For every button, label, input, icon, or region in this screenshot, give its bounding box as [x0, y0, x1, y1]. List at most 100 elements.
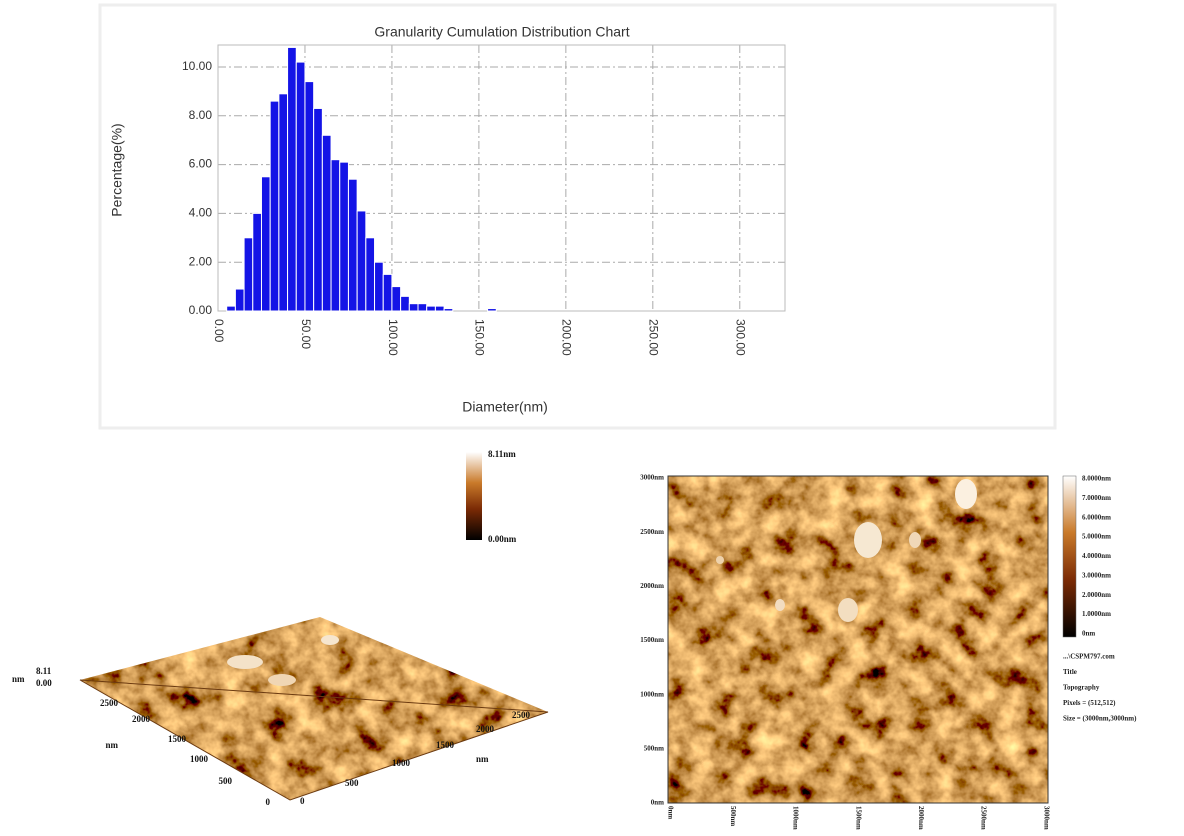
bar: [260, 176, 271, 312]
colorbar-label: 3.0000nm: [1082, 571, 1111, 579]
y-tick-label: 8.00: [189, 108, 213, 122]
colorbar-label: 5.0000nm: [1082, 533, 1111, 541]
afm-2d-image: [668, 476, 1048, 803]
afm-3d-surface: [80, 617, 548, 800]
colorbar-3d: [466, 452, 482, 540]
y-tick-label: 1500nm: [640, 636, 664, 644]
z-tick-label: 8.11: [36, 666, 52, 676]
bar: [391, 286, 402, 312]
surface-edge: [79, 679, 549, 801]
z-tick-label: 0.00: [36, 678, 52, 688]
x-tick-label: 3000nm: [1042, 806, 1050, 830]
info-text: Title: [1063, 668, 1077, 676]
bar: [400, 295, 410, 312]
colorbar-label: 7.0000nm: [1082, 494, 1111, 502]
bar: [347, 178, 358, 312]
bar: [330, 159, 341, 312]
info-text: ...\CSPM797.com: [1063, 653, 1115, 661]
colorbar-label: 4.0000nm: [1082, 552, 1111, 560]
bar: [443, 308, 454, 312]
x-axis-label: Diameter(nm): [462, 399, 548, 415]
x-tick-label: 100.00: [386, 319, 400, 356]
colorbar-2d: [1062, 475, 1077, 638]
y-tick-label: 0nm: [651, 799, 664, 807]
y-tick-label: 500nm: [644, 744, 664, 752]
colorbar-label: 8.11nm: [488, 449, 516, 459]
y-tick-label: 0.00: [189, 303, 213, 317]
axis-tick-label: 500: [219, 776, 233, 786]
axis-tick-label: 1500: [168, 734, 187, 744]
x-tick-label: 2500nm: [980, 806, 988, 830]
bar: [426, 305, 436, 312]
colorbar-label: 2.0000nm: [1082, 591, 1111, 599]
y-tick-label: 2500nm: [640, 528, 664, 536]
bar: [234, 288, 245, 312]
x-tick-label: 300.00: [734, 319, 748, 356]
x-tick-label: 150.00: [473, 319, 487, 356]
bar: [243, 237, 254, 312]
y-tick-label: 2000nm: [640, 582, 664, 590]
x-tick-label: 1500nm: [854, 806, 862, 830]
z-unit: nm: [12, 674, 25, 684]
axis-tick-label: 0: [300, 796, 305, 806]
chart-frame: [98, 3, 1057, 430]
x-tick-label: 50.00: [299, 319, 313, 349]
axis-unit: nm: [105, 740, 118, 750]
x-tick-label: 0.00: [212, 319, 226, 343]
bar: [417, 303, 428, 312]
y-axis-label: Percentage(%): [109, 123, 125, 216]
x-tick-label: 500nm: [729, 806, 737, 826]
colorbar-label: 0.00nm: [488, 534, 517, 544]
axis-tick-label: 1000: [392, 758, 411, 768]
x-tick-label: 2000nm: [917, 806, 925, 830]
y-tick-label: 2.00: [189, 254, 213, 268]
bar: [226, 305, 236, 312]
x-tick-label: 200.00: [560, 319, 574, 356]
axis-unit: nm: [476, 754, 489, 764]
y-tick-label: 1000nm: [640, 690, 664, 698]
bar: [374, 261, 384, 312]
axis-tick-label: 0: [266, 797, 271, 807]
info-text: Topography: [1063, 684, 1100, 692]
axis-tick-label: 1000: [190, 754, 209, 764]
x-tick-label: 250.00: [647, 319, 661, 356]
image-border: [667, 475, 1049, 804]
axis-tick-label: 2500: [100, 698, 119, 708]
plot-area: [217, 44, 786, 312]
axis-tick-label: 500: [345, 778, 359, 788]
info-text: Pixels = (512,512): [1063, 699, 1116, 707]
bar: [408, 303, 419, 312]
y-tick-label: 10.00: [182, 59, 212, 73]
bar: [252, 212, 262, 312]
colorbar-label: 0nm: [1082, 630, 1095, 638]
axis-tick-label: 2000: [476, 724, 495, 734]
bar: [487, 308, 497, 312]
bar: [278, 93, 289, 312]
y-tick-label: 3000nm: [640, 474, 664, 482]
info-text: Size = (3000nm,3000nm): [1063, 715, 1137, 723]
bar: [313, 107, 323, 312]
colorbar-label: 8.0000nm: [1082, 475, 1111, 483]
bar: [434, 305, 445, 312]
y-tick-label: 6.00: [189, 157, 213, 171]
bar: [321, 134, 332, 312]
x-tick-label: 1000nm: [792, 806, 800, 830]
bar: [339, 161, 349, 312]
bar: [304, 81, 315, 312]
axis-tick-label: 1500: [436, 740, 455, 750]
colorbar-label: 6.0000nm: [1082, 513, 1111, 521]
axis-tick-label: 2000: [132, 714, 151, 724]
x-tick-label: 0nm: [666, 806, 674, 819]
chart-title: Granularity Cumulation Distribution Char…: [374, 24, 629, 40]
bar: [382, 273, 393, 312]
bar: [287, 46, 297, 312]
y-tick-label: 4.00: [189, 206, 213, 220]
colorbar-label: 1.0000nm: [1082, 610, 1111, 618]
bar: [356, 210, 367, 312]
bar: [269, 100, 280, 312]
bar: [295, 61, 306, 312]
axis-tick-label: 2500: [512, 710, 531, 720]
bar: [365, 237, 376, 312]
